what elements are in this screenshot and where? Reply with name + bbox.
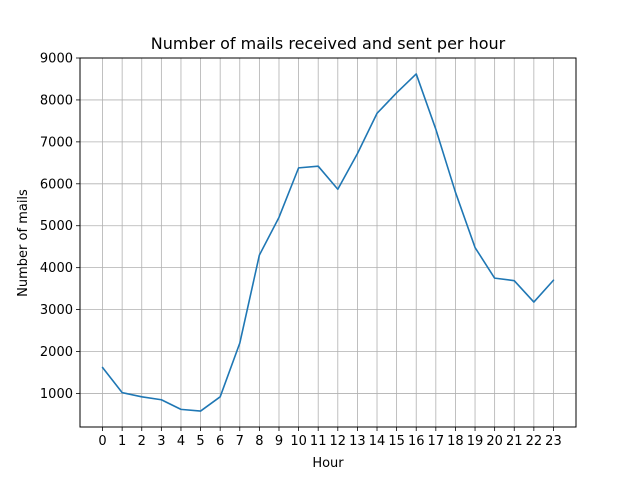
- x-tick-label: 14: [369, 434, 386, 449]
- x-tick-label: 20: [486, 434, 503, 449]
- x-tick-label: 7: [236, 434, 244, 449]
- y-tick-label: 6000: [40, 177, 73, 192]
- chart-title: Number of mails received and sent per ho…: [151, 34, 506, 53]
- x-tick-label: 15: [388, 434, 405, 449]
- x-tick-label: 4: [177, 434, 185, 449]
- y-tick-label: 5000: [40, 219, 73, 234]
- x-tick-label: 11: [310, 434, 327, 449]
- y-axis-label: Number of mails: [16, 189, 31, 297]
- x-tick-label: 18: [447, 434, 464, 449]
- x-tick-label: 12: [330, 434, 347, 449]
- y-tick-label: 1000: [40, 387, 73, 402]
- x-tick-label: 8: [255, 434, 263, 449]
- x-tick-label: 0: [98, 434, 106, 449]
- x-tick-label: 13: [349, 434, 366, 449]
- x-tick-label: 3: [157, 434, 165, 449]
- x-tick-label: 1: [118, 434, 126, 449]
- y-tick-label: 9000: [40, 52, 73, 67]
- x-tick-label: 17: [428, 434, 445, 449]
- x-tick-label: 22: [526, 434, 543, 449]
- series-layer: [101, 73, 555, 412]
- x-tick-label: 19: [467, 434, 484, 449]
- y-tick-label: 7000: [40, 135, 73, 150]
- x-tick-label: 5: [196, 434, 204, 449]
- x-tick-label: 10: [290, 434, 307, 449]
- x-tick-label: 21: [506, 434, 523, 449]
- x-tick-label: 9: [275, 434, 283, 449]
- series-line: [101, 73, 555, 412]
- x-tick-label: 2: [138, 434, 146, 449]
- axes: 0 1 2 3 4 5 6 7 8 9 10 11 12 13 14 15 16 17 18 19 20 21 22 2310…: [40, 52, 562, 450]
- y-tick-label: 8000: [40, 93, 73, 108]
- x-tick-label: 16: [408, 434, 425, 449]
- y-tick-label: 2000: [40, 345, 73, 360]
- x-tick-label: 6: [216, 434, 224, 449]
- y-tick-label: 4000: [40, 261, 73, 276]
- y-tick-label: 3000: [40, 303, 73, 318]
- grid: [80, 57, 576, 427]
- x-axis-label: Hour: [312, 456, 344, 471]
- plot-frame: [79, 57, 577, 428]
- x-tick-label: 23: [545, 434, 562, 449]
